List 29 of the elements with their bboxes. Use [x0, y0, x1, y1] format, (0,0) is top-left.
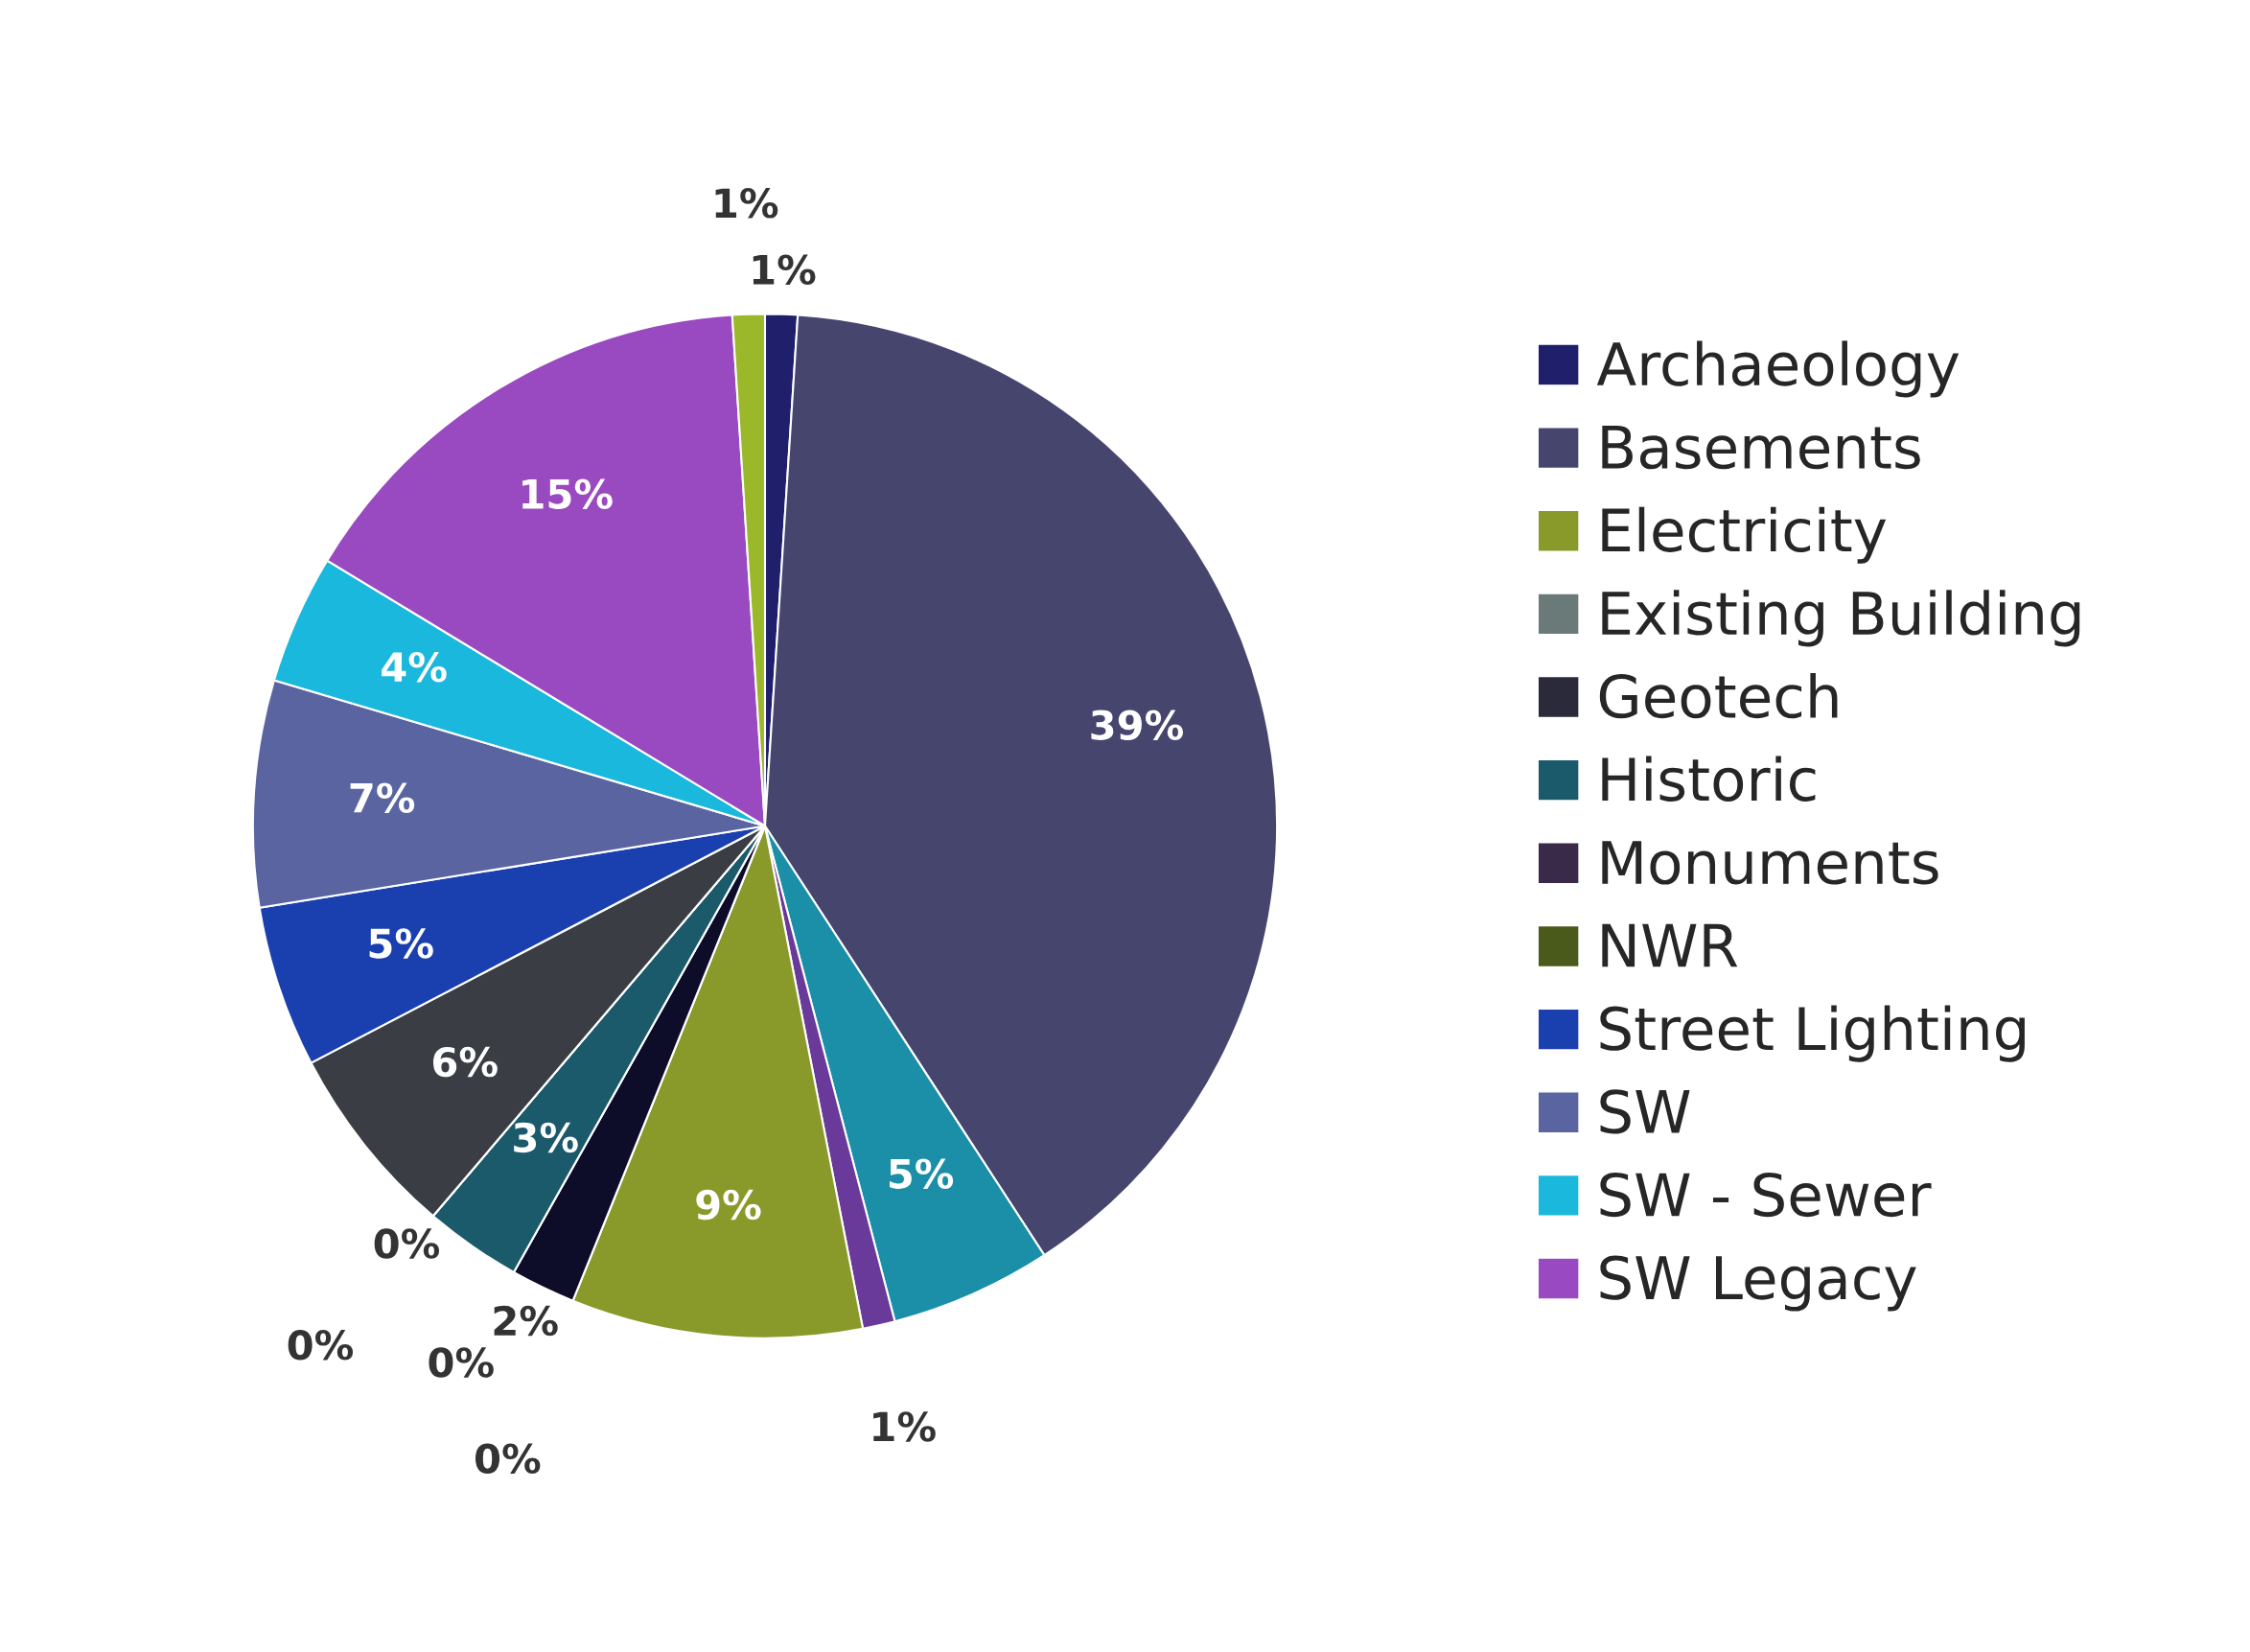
- data-label: 3%: [514, 1122, 578, 1153]
- legend-label: Geotech: [1599, 672, 1838, 719]
- text: 0%: [288, 1330, 354, 1361]
- legend-label: NWR: [1602, 923, 1738, 967]
- text: 0%: [429, 1347, 494, 1378]
- data-label: 15%: [522, 478, 613, 510]
- data-label: 9%: [696, 1189, 761, 1221]
- data-label: 1%: [715, 188, 778, 219]
- legend-label: SW - Sewer: [1600, 1172, 1932, 1218]
- legend-label: Street Lighting: [1600, 1005, 2025, 1062]
- data-label: 2%: [494, 1305, 558, 1337]
- legend-label: Electricity: [1602, 506, 1887, 564]
- legend-label: SW: [1600, 1089, 1690, 1134]
- data-label: 6%: [432, 1046, 498, 1078]
- legend-label: Monuments: [1602, 841, 1938, 885]
- data-label: 5%: [889, 1158, 954, 1189]
- legend-label: Archaeology: [1596, 340, 1960, 398]
- data-label: 7%: [350, 782, 415, 813]
- data-label: 1%: [873, 1411, 936, 1442]
- text: 0%: [476, 1443, 541, 1475]
- legend-label: Historic: [1602, 756, 1816, 802]
- data-label: 1%: [753, 254, 816, 286]
- data-label: 39%: [1091, 710, 1184, 740]
- data-label: 5%: [369, 928, 433, 959]
- legend-label: SW Legacy: [1600, 1255, 1916, 1312]
- data-label: 4%: [382, 651, 447, 683]
- legend-label: Existing Building: [1602, 590, 2080, 647]
- text: 0%: [374, 1228, 440, 1259]
- legend-label: Basements: [1602, 425, 1920, 470]
